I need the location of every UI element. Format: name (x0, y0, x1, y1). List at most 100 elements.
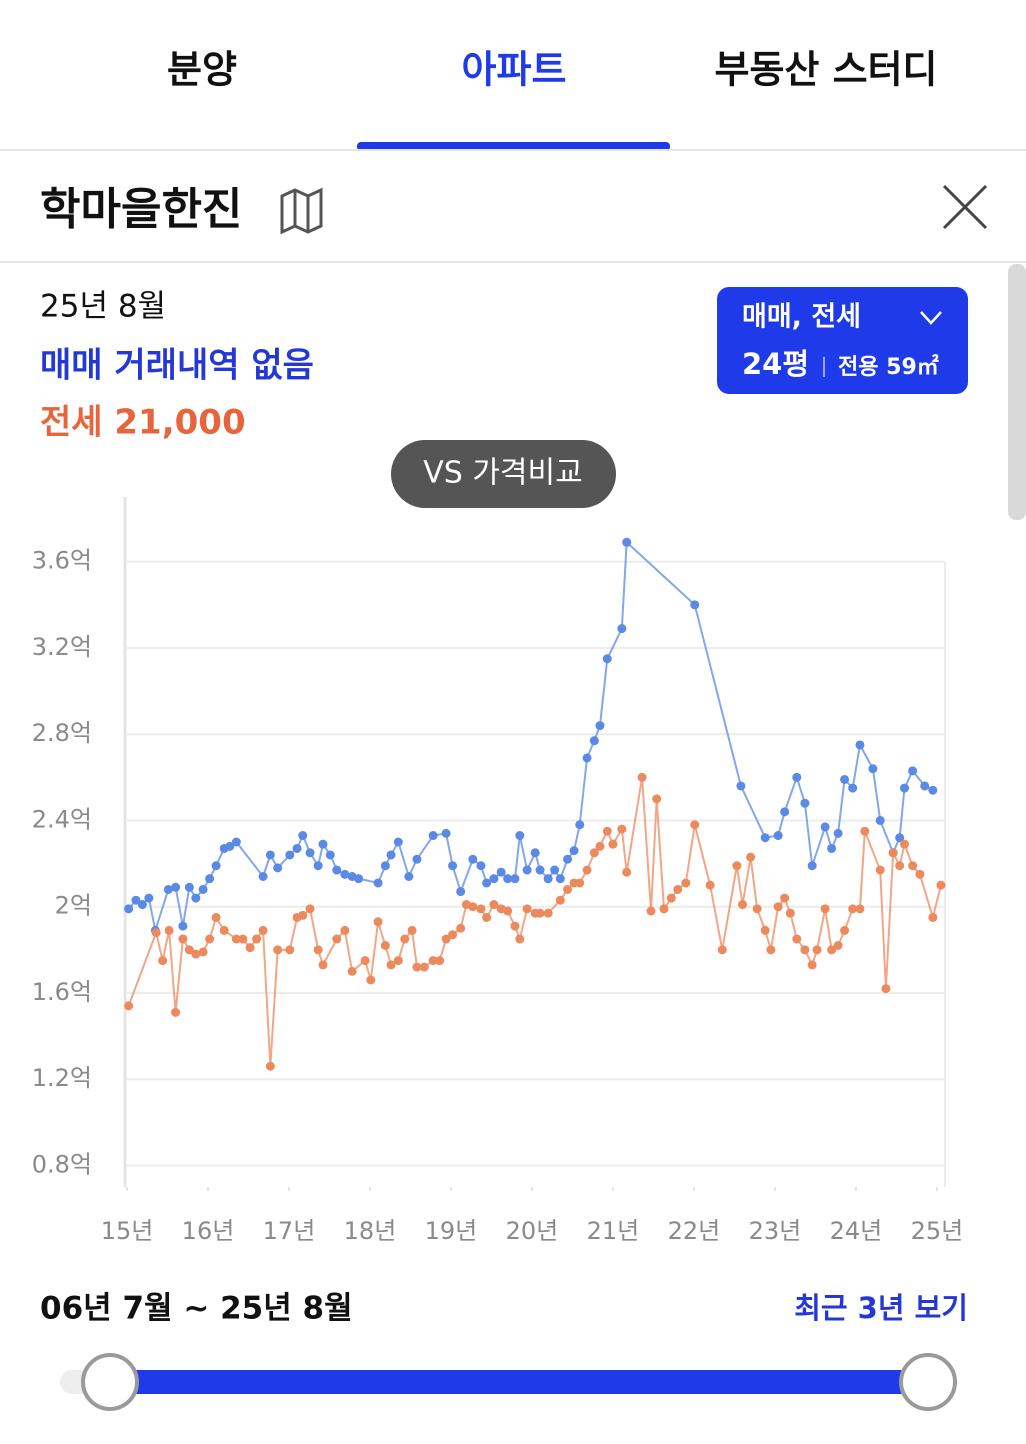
data-point (752, 904, 762, 914)
y-tick-label: 3.6억 (32, 547, 92, 575)
data-point (827, 843, 837, 853)
data-point (258, 925, 268, 935)
data-point (908, 766, 918, 776)
data-point (510, 921, 520, 931)
data-point (124, 1001, 134, 1011)
data-point (131, 895, 141, 905)
data-point (386, 850, 396, 860)
data-point (780, 807, 790, 817)
data-point (407, 925, 417, 935)
data-point (476, 904, 486, 914)
data-point (543, 908, 553, 918)
map-icon[interactable] (280, 187, 323, 235)
data-point (746, 852, 756, 862)
data-point (792, 772, 802, 782)
data-point (238, 934, 248, 944)
data-point (800, 945, 810, 955)
data-point (468, 854, 478, 864)
data-point (373, 917, 383, 927)
x-tick-label: 18년 (344, 1217, 397, 1245)
recent-button[interactable]: 최근 3년 보기 (794, 1291, 968, 1325)
compare-button[interactable] (391, 440, 616, 508)
data-point (313, 861, 323, 871)
data-point (792, 934, 802, 944)
data-point (617, 824, 627, 834)
data-point (393, 956, 403, 966)
data-point (198, 884, 208, 894)
data-point (448, 861, 458, 871)
data-point (171, 882, 181, 892)
tab[interactable]: 분양 (167, 48, 237, 92)
data-point (732, 861, 742, 871)
data-point (928, 912, 938, 922)
data-point (211, 861, 221, 871)
data-point (468, 902, 478, 912)
data-point (386, 960, 396, 970)
scrollbar[interactable] (1008, 264, 1026, 520)
data-point (666, 893, 676, 903)
data-point (569, 846, 579, 856)
data-point (198, 947, 208, 957)
filter-size: 24평 (742, 347, 809, 381)
x-tick-label: 22년 (668, 1217, 721, 1245)
data-point (515, 934, 525, 944)
slider-handle[interactable] (899, 1353, 957, 1411)
data-point (419, 962, 429, 972)
y-tick-label: 0.8억 (32, 1150, 92, 1178)
data-point (325, 850, 335, 860)
data-point (705, 880, 715, 890)
data-point (298, 910, 308, 920)
data-point (340, 925, 350, 935)
data-point (936, 880, 946, 890)
data-point (503, 874, 513, 884)
data-point (482, 878, 492, 888)
data-point (681, 878, 691, 888)
data-point (833, 941, 843, 950)
y-tick-label: 2.4억 (32, 805, 92, 833)
data-point (510, 874, 520, 884)
series-line (127, 777, 942, 1067)
data-point (231, 934, 241, 944)
data-point (800, 798, 810, 808)
data-point (595, 841, 605, 851)
data-point (285, 850, 295, 860)
data-point (273, 863, 283, 873)
data-point (530, 848, 540, 858)
slider-handle[interactable] (81, 1353, 139, 1411)
data-point (868, 764, 878, 774)
data-point (265, 1061, 275, 1071)
close-button[interactable] (942, 184, 988, 230)
data-point (900, 839, 910, 849)
data-point (292, 843, 302, 853)
filter-dropdown[interactable] (717, 287, 968, 394)
data-point (456, 923, 466, 933)
date: 25년 8월 (40, 289, 166, 325)
data-point (652, 794, 662, 804)
x-tick-label: 24년 (830, 1217, 883, 1245)
data-point (617, 624, 627, 634)
data-point (582, 865, 592, 875)
x-tick-label: 21년 (587, 1217, 640, 1245)
data-point (608, 839, 618, 849)
data-point (855, 740, 865, 750)
data-point (908, 861, 918, 871)
data-point (124, 904, 134, 914)
x-tick-label: 23년 (749, 1217, 802, 1245)
data-point (340, 869, 350, 879)
data-point (833, 828, 843, 838)
data-point (535, 865, 545, 875)
data-point (622, 537, 632, 547)
data-point (812, 945, 822, 955)
data-point (332, 934, 342, 944)
tab[interactable]: 부동산 스터디 (715, 48, 938, 92)
data-point (827, 945, 837, 955)
data-point (252, 934, 262, 944)
x-tick-label: 15년 (101, 1217, 154, 1245)
data-point (928, 785, 938, 795)
data-point (354, 874, 364, 884)
data-point (245, 943, 255, 953)
tab[interactable]: 아파트 (462, 48, 567, 92)
data-point (589, 736, 599, 746)
data-point (820, 904, 830, 914)
data-point (476, 861, 486, 871)
